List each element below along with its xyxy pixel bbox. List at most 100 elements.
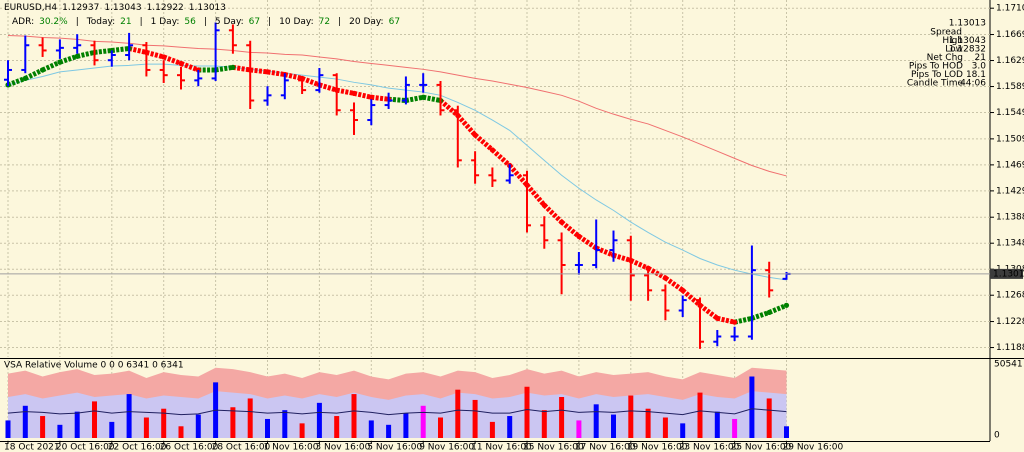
info-label: Candle Time bbox=[907, 79, 964, 89]
volume-bar bbox=[143, 417, 149, 438]
volume-bar bbox=[74, 411, 80, 438]
ma-segment bbox=[232, 64, 251, 73]
adr-label: Today: bbox=[86, 17, 115, 27]
volume-bar bbox=[576, 420, 582, 438]
ma-segment bbox=[7, 76, 27, 88]
ma-segment bbox=[94, 47, 113, 55]
volume-average bbox=[7, 408, 787, 416]
ma-dot bbox=[680, 287, 686, 293]
ma-dot bbox=[576, 233, 582, 239]
ma-dot bbox=[40, 67, 46, 73]
y-tick-label: 1.13885 bbox=[996, 213, 1024, 223]
volume-bar bbox=[386, 424, 392, 438]
x-tick-label: 11 Nov 16:00 bbox=[471, 443, 532, 452]
ma-segment bbox=[162, 54, 182, 66]
volume-bar bbox=[92, 401, 97, 438]
volume-bar bbox=[195, 414, 201, 438]
volume-bar bbox=[351, 394, 357, 438]
ma-dot bbox=[230, 64, 236, 70]
volume-bar bbox=[593, 404, 599, 438]
adr-separator: | bbox=[204, 17, 207, 27]
volume-bar bbox=[507, 416, 513, 438]
adr-label: ADR: bbox=[12, 17, 34, 27]
ma-segment bbox=[59, 53, 79, 65]
ma-segment bbox=[128, 46, 147, 55]
ma-dot bbox=[22, 75, 28, 82]
x-tick-label: 28 Oct 16:00 bbox=[212, 443, 271, 452]
ma-segment bbox=[716, 315, 736, 325]
ma-dot bbox=[783, 302, 790, 308]
moving-average bbox=[7, 63, 787, 281]
header-high: 1.13043 bbox=[104, 3, 141, 13]
ma-dot bbox=[264, 69, 271, 75]
adr-separator: | bbox=[140, 17, 143, 27]
ma-segment bbox=[577, 234, 598, 251]
ma-segment bbox=[612, 252, 632, 263]
ma-segment bbox=[41, 59, 61, 73]
ma-segment bbox=[353, 90, 372, 100]
info-value: 21 bbox=[975, 53, 986, 63]
ma-segment bbox=[111, 46, 130, 53]
info-label: Low bbox=[945, 45, 963, 55]
volume-bar bbox=[57, 424, 63, 438]
volume-bar bbox=[40, 416, 46, 438]
volume-bar bbox=[420, 405, 426, 438]
ma-segment bbox=[24, 67, 44, 81]
x-tick-label: 17 Nov 16:00 bbox=[575, 443, 636, 452]
ma-dot bbox=[559, 219, 565, 225]
y-tick-label: 50541 bbox=[994, 360, 1023, 370]
adr-label: 1 Day: bbox=[151, 17, 180, 27]
ma-dot bbox=[732, 319, 738, 325]
price-box bbox=[990, 268, 1023, 279]
volume-bar bbox=[680, 423, 686, 438]
volume-bar bbox=[472, 399, 478, 438]
volume-bar bbox=[299, 423, 305, 438]
info-label: Net Chg bbox=[927, 53, 963, 63]
volume-bar bbox=[524, 386, 530, 438]
ma-segment bbox=[371, 94, 389, 102]
x-tick-label: 26 Oct 16:00 bbox=[160, 443, 219, 452]
ma-dot bbox=[766, 309, 772, 316]
volume-bar bbox=[611, 414, 616, 438]
ma-dot bbox=[420, 94, 426, 100]
moving-average bbox=[7, 35, 787, 177]
volume-bar bbox=[541, 410, 547, 438]
volume-bar bbox=[749, 376, 755, 438]
volume-bar bbox=[697, 392, 703, 438]
y-tick-label: 1.15895 bbox=[996, 82, 1024, 92]
adr-line: ADR: 30.2% | Today: 21 | 1 Day: 56 | 5 Day: 67 | 10 … bbox=[12, 17, 400, 27]
volume-bar bbox=[714, 411, 720, 438]
y-tick-label: 1.17100 bbox=[996, 4, 1024, 14]
volume-bar bbox=[5, 420, 11, 438]
ma-dot bbox=[178, 60, 184, 67]
symbol-header: EURUSD,H4 1.12937 1.13043 1.12922 1.13013 bbox=[4, 3, 226, 13]
ma-segment bbox=[267, 69, 286, 77]
x-tick-label: 18 Oct 2021 bbox=[4, 443, 60, 452]
x-tick-label: 15 Nov 16:00 bbox=[523, 443, 584, 452]
ma-segment bbox=[490, 148, 512, 168]
ma-segment bbox=[422, 94, 441, 103]
x-tick-label: 23 Nov 16:00 bbox=[679, 443, 740, 452]
info-value: 3.0 bbox=[972, 62, 987, 72]
volume-bar bbox=[732, 418, 738, 438]
volume-bar bbox=[109, 421, 115, 438]
y-tick-label: 1.16695 bbox=[996, 30, 1024, 40]
adr-label: 20 Day: bbox=[349, 17, 383, 27]
ma-dot bbox=[472, 132, 478, 138]
y-tick-label: 1.14690 bbox=[996, 160, 1024, 170]
ma-segment bbox=[318, 82, 338, 93]
volume-bar bbox=[559, 397, 565, 438]
adr-separator: | bbox=[76, 17, 79, 27]
volume-bar bbox=[161, 408, 167, 438]
info-value: 1.12832 bbox=[949, 45, 986, 55]
y-tick-label: 1.11880 bbox=[996, 343, 1024, 353]
header-open: 1.12937 bbox=[62, 3, 99, 13]
volume-bar bbox=[282, 410, 288, 438]
ma-segment bbox=[336, 87, 355, 96]
info-label: High bbox=[942, 36, 963, 46]
info-value: 1.13043 bbox=[949, 36, 986, 46]
adr-value: 67 bbox=[389, 17, 400, 27]
